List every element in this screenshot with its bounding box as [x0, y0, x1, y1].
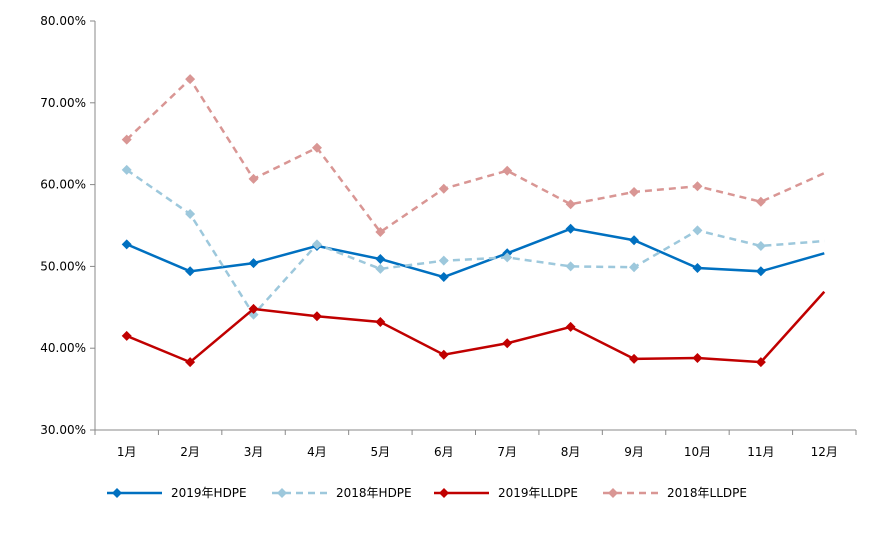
series-line — [125, 168, 825, 317]
data-point — [311, 142, 322, 153]
series-0 — [121, 223, 825, 283]
x-tick-label: 4月 — [307, 445, 327, 459]
series-2 — [121, 290, 826, 368]
x-tick-label: 2月 — [180, 445, 200, 459]
legend-marker — [277, 488, 287, 498]
data-point — [565, 223, 576, 234]
series-line — [126, 227, 825, 279]
legend-label: 2018年LLDPE — [667, 486, 747, 500]
y-tick-label: 60.00% — [40, 178, 86, 192]
legend-label: 2019年HDPE — [171, 486, 247, 500]
data-point — [248, 173, 259, 184]
legend-label: 2018年HDPE — [336, 486, 412, 500]
legend-marker — [439, 488, 449, 498]
data-point — [629, 235, 640, 246]
legend-item: 2018年LLDPE — [603, 486, 747, 500]
data-point — [502, 338, 513, 349]
data-point — [565, 199, 576, 210]
x-tick-label: 3月 — [244, 445, 264, 459]
data-point — [755, 266, 766, 277]
data-point — [565, 261, 576, 272]
data-point — [185, 74, 196, 85]
y-tick-label: 40.00% — [40, 341, 86, 355]
legend-item: 2019年HDPE — [107, 486, 247, 500]
data-point — [375, 227, 386, 238]
data-point — [629, 186, 640, 197]
data-point — [311, 311, 322, 322]
data-point — [692, 353, 703, 364]
data-point — [629, 353, 640, 364]
data-point — [438, 183, 449, 194]
data-point — [692, 181, 703, 192]
x-tick-label: 10月 — [684, 445, 711, 459]
x-tick-label: 5月 — [371, 445, 391, 459]
data-point — [438, 349, 449, 360]
data-point — [121, 134, 132, 145]
y-tick-label: 30.00% — [40, 423, 86, 437]
data-point — [121, 330, 132, 341]
data-point — [248, 258, 259, 269]
data-point — [121, 164, 132, 175]
legend-item: 2019年LLDPE — [434, 486, 578, 500]
data-point — [248, 303, 259, 314]
series-line — [125, 77, 825, 234]
data-point — [692, 225, 703, 236]
legend-marker — [608, 488, 618, 498]
y-tick-label: 80.00% — [40, 14, 86, 28]
data-point — [755, 196, 766, 207]
x-tick-label: 8月 — [561, 445, 581, 459]
data-point — [375, 263, 386, 274]
data-point — [502, 252, 513, 263]
x-tick-label: 6月 — [434, 445, 454, 459]
series-line — [126, 290, 826, 364]
data-point — [185, 209, 196, 220]
data-point — [755, 240, 766, 251]
data-point — [502, 165, 513, 176]
data-point — [185, 266, 196, 277]
legend-marker — [112, 488, 122, 498]
data-point — [629, 262, 640, 273]
data-point — [311, 239, 322, 250]
data-point — [438, 255, 449, 266]
x-tick-label: 1月 — [117, 445, 137, 459]
y-tick-label: 50.00% — [40, 259, 86, 273]
legend-item: 2018年HDPE — [272, 486, 412, 500]
series-1 — [121, 164, 825, 320]
data-point — [438, 272, 449, 283]
data-point — [375, 317, 386, 328]
data-point — [565, 321, 576, 332]
data-point — [692, 263, 703, 274]
data-point — [185, 357, 196, 368]
x-tick-label: 12月 — [811, 445, 838, 459]
data-point — [121, 239, 132, 250]
data-point — [755, 357, 766, 368]
x-tick-label: 7月 — [497, 445, 517, 459]
x-tick-label: 11月 — [747, 445, 774, 459]
series-3 — [121, 74, 825, 238]
legend-label: 2019年LLDPE — [498, 486, 578, 500]
data-point — [375, 254, 386, 265]
x-tick-label: 9月 — [624, 445, 644, 459]
y-tick-label: 70.00% — [40, 96, 86, 110]
